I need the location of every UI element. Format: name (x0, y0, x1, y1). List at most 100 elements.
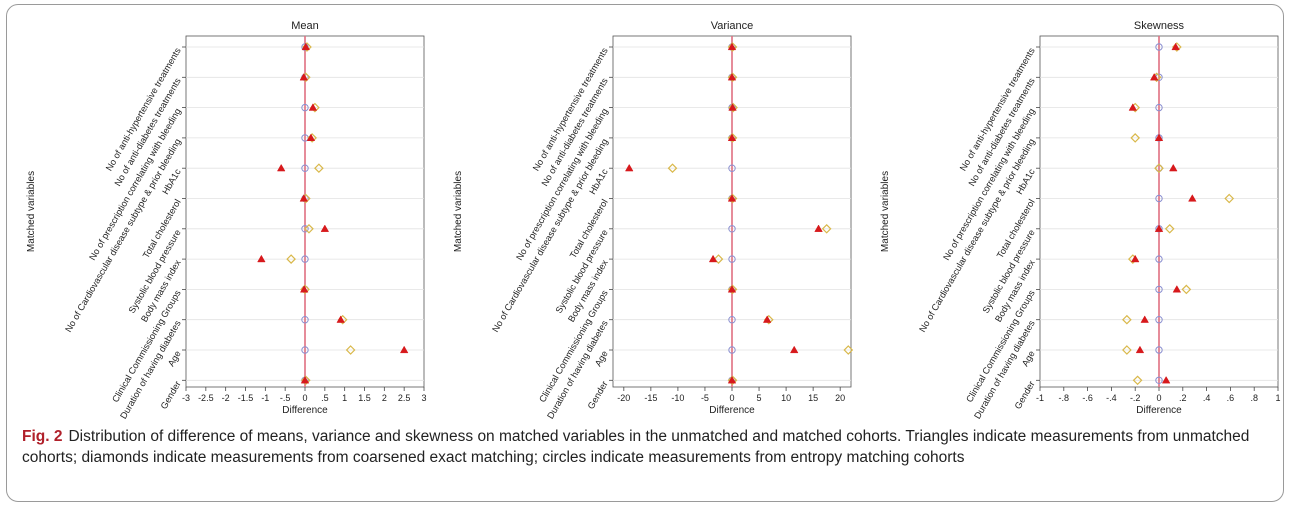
x-axis-title: Difference (1136, 405, 1182, 416)
cem-point (1122, 345, 1132, 355)
unmatched-point (1140, 315, 1149, 323)
cem-point (345, 345, 356, 355)
category-label: Age (593, 349, 610, 368)
cem-point (1130, 133, 1141, 143)
x-tick-label: .6 (1227, 393, 1235, 403)
x-tick-label: 5 (757, 393, 762, 403)
unmatched-point (306, 133, 316, 141)
x-tick-label: -.5 (280, 393, 291, 403)
cem-point (821, 223, 832, 234)
category-label: Age (166, 349, 183, 368)
category-label: Gender (159, 379, 183, 411)
cem-point (727, 72, 738, 83)
unmatched-point (727, 72, 737, 81)
unmatched-point (276, 163, 286, 172)
unmatched-point (789, 345, 799, 354)
entropy-point (301, 225, 309, 233)
entropy-point (1155, 103, 1163, 112)
entropy-point (301, 164, 309, 172)
entropy-point (1155, 376, 1163, 384)
cem-point (727, 375, 738, 386)
unmatched-point (320, 224, 330, 232)
caption-label: Fig. 2 (22, 428, 63, 445)
entropy-point (728, 225, 736, 233)
x-tick-label: -.2 (1130, 393, 1141, 403)
entropy-point (1155, 346, 1163, 354)
unmatched-point (299, 285, 309, 293)
x-tick-label: 0 (729, 393, 734, 403)
unmatched-point (1154, 133, 1164, 141)
x-tick-label: 0 (1156, 393, 1161, 403)
x-tick-label: 15 (808, 393, 818, 403)
x-axis-title: Difference (282, 405, 328, 416)
cem-point (1224, 193, 1235, 204)
entropy-point (301, 103, 309, 112)
entropy-point (728, 316, 736, 324)
y-axis-title: Matched variables (880, 171, 891, 252)
unmatched-point (727, 375, 737, 384)
x-tick-label: 1.5 (358, 393, 371, 403)
unmatched-point (257, 254, 266, 263)
x-tick-label: -.6 (1082, 393, 1093, 403)
unmatched-point (1171, 42, 1180, 51)
category-label: Age (1020, 349, 1037, 368)
x-tick-label: .2 (1179, 393, 1187, 403)
x-tick-label: .4 (1203, 393, 1211, 403)
panel-title: Variance (711, 20, 754, 32)
unmatched-point (301, 42, 311, 51)
cem-point (300, 375, 311, 386)
x-tick-label: -.4 (1106, 393, 1117, 403)
cem-point (300, 284, 310, 295)
unmatched-point (1188, 194, 1197, 202)
unmatched-point (1161, 375, 1171, 384)
entropy-point (728, 346, 736, 354)
panel-title: Mean (291, 20, 319, 32)
unmatched-point (300, 375, 310, 384)
cem-point (1154, 163, 1164, 174)
cem-point (727, 193, 738, 204)
entropy-point (1155, 43, 1163, 51)
entropy-point (301, 255, 309, 263)
cem-point (713, 254, 724, 264)
x-tick-label: -1 (261, 393, 269, 403)
x-tick-label: .5 (321, 393, 329, 403)
x-tick-label: 2 (382, 393, 387, 403)
entropy-point (1155, 194, 1163, 203)
x-tick-label: 20 (835, 393, 845, 403)
entropy-point (301, 346, 309, 354)
x-tick-label: 0 (302, 393, 307, 403)
x-tick-label: .8 (1250, 393, 1258, 403)
x-tick-label: -20 (617, 393, 630, 403)
entropy-point (1155, 255, 1163, 263)
figure-frame (6, 4, 1284, 502)
unmatched-point (1128, 103, 1138, 111)
x-tick-label: -1.5 (238, 393, 254, 403)
unmatched-point (1169, 163, 1178, 172)
unmatched-point (728, 103, 737, 111)
unmatched-point (727, 42, 737, 51)
unmatched-point (308, 103, 318, 111)
x-tick-label: -10 (671, 393, 684, 403)
figure-caption: Fig. 2 Distribution of difference of mean… (22, 426, 1272, 468)
cem-point (286, 254, 296, 264)
cem-point (727, 284, 738, 295)
x-tick-label: -5 (701, 393, 709, 403)
unmatched-point (1172, 285, 1182, 293)
x-tick-label: 1 (342, 393, 347, 403)
unmatched-point (299, 194, 309, 202)
entropy-point (301, 316, 309, 324)
unmatched-point (1150, 72, 1159, 81)
caption-text: Distribution of difference of means, var… (22, 428, 1250, 466)
unmatched-point (727, 285, 737, 293)
unmatched-point (1130, 254, 1140, 263)
unmatched-point (1154, 224, 1164, 232)
x-tick-label: -3 (182, 393, 190, 403)
x-tick-label: -1 (1036, 393, 1044, 403)
cem-point (1132, 375, 1143, 386)
unmatched-point (814, 224, 823, 232)
category-label: Gender (1013, 379, 1037, 411)
